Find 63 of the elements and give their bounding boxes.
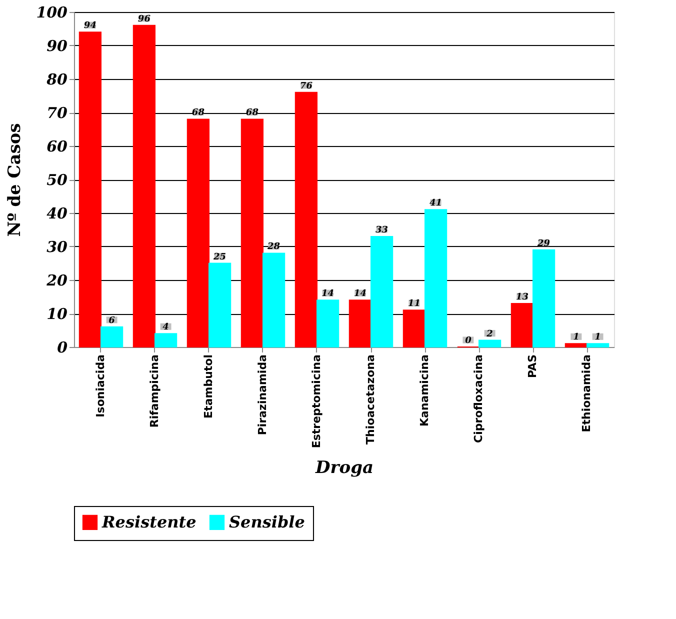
bar [154,333,178,348]
data-label: 6 [108,316,116,326]
bar [294,92,318,348]
x-tick-label: Rifampicina [148,354,161,428]
bar [424,209,448,348]
y-tick-label: 40 [46,204,68,222]
data-label: 13 [516,292,528,302]
bar [586,343,610,348]
bar [370,236,394,348]
x-axis-title: Droga [314,458,374,478]
legend-label: Resistente [101,512,196,532]
y-tick-label: 70 [46,104,68,122]
x-tick-label: Ethionamida [580,354,593,432]
data-label: 4 [162,322,169,333]
y-tick-label: 10 [46,305,68,323]
y-tick-label: 90 [46,37,68,55]
data-label: 94 [84,21,96,32]
data-label: 0 [465,336,472,346]
data-label: 41 [430,198,442,209]
x-tick-label: Pirazinamida [256,354,269,436]
y-axis-title: Nº de Casos [5,123,26,237]
y-tick-label: 100 [36,4,68,22]
y-tick-label: 30 [46,238,68,256]
bar [402,310,426,348]
y-tick-label: 80 [46,70,68,88]
bar [262,252,286,348]
data-label: 1 [594,332,601,343]
x-tick-label: Ciprofloxacina [472,354,485,443]
data-label: 11 [408,299,420,310]
data-label: 14 [354,289,366,300]
x-tick-label: Isoniacida [94,354,107,418]
data-label: 1 [573,332,580,343]
x-tick-label: Etambutol [202,354,215,418]
y-tick-label: 20 [46,272,68,290]
bar [478,340,502,348]
bar [78,32,102,348]
bar [186,118,210,348]
data-label: 2 [486,329,493,340]
y-tick-label: 60 [46,138,68,156]
data-label: 25 [212,252,226,262]
data-label: 96 [138,14,152,24]
y-tick-label: 0 [57,338,68,356]
legend-label: Sensible [229,512,305,532]
x-tick-label: Estreptomicina [310,354,323,448]
bar [132,24,156,348]
bar [240,118,264,348]
data-label: 68 [192,108,206,118]
y-tick-label: 50 [46,171,68,189]
data-label: 28 [266,242,281,252]
data-label: 14 [322,289,334,300]
x-tick-label: PAS [526,354,539,378]
data-label: 68 [246,108,260,118]
bar [316,300,340,348]
bar [348,300,372,348]
bar [564,343,588,348]
bar [532,249,556,348]
bar [100,326,124,348]
bar [208,262,232,348]
bar [510,302,534,348]
data-label: 76 [300,81,314,92]
data-label: 33 [376,225,388,236]
x-tick-label: Kanamicina [418,354,431,426]
x-tick-label: Thioacetazona [364,354,377,444]
